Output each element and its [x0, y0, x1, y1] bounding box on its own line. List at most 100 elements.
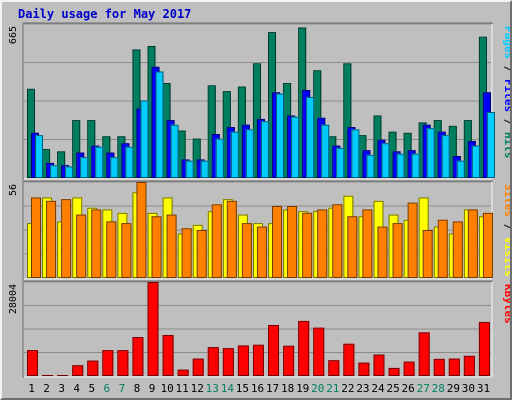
bar-sites-day-8	[136, 182, 147, 278]
bar-kbytes-outline	[252, 344, 264, 376]
xaxis-day-label: 14	[221, 382, 235, 395]
bar-pages-day-5	[95, 146, 104, 178]
xaxis-day-label: 2	[43, 382, 50, 395]
bar-kbytes-outline	[433, 358, 445, 376]
xaxis-day-label: 1	[28, 382, 35, 395]
bar-pages-day-23	[366, 154, 375, 178]
bar-sites-day-17	[272, 206, 283, 278]
bar-pages-day-26	[411, 153, 420, 178]
bar-sites-outline	[437, 219, 448, 278]
bar-kbytes-outline	[358, 362, 370, 376]
bar-kbytes-outline	[343, 343, 355, 376]
bar-sites-outline	[407, 202, 418, 278]
bar-sites-day-11	[181, 228, 192, 278]
bar-sites-day-20	[317, 209, 328, 278]
bar-pages-outline	[381, 143, 390, 178]
bar-kbytes-day-6	[102, 350, 114, 376]
xaxis-day-label: 6	[104, 382, 111, 395]
bar-pages-outline	[110, 157, 119, 179]
bar-pages-day-16	[260, 121, 269, 178]
bar-kbytes-day-8	[132, 337, 144, 376]
bar-kbytes-day-23	[358, 362, 370, 376]
bar-pages-day-29	[456, 160, 465, 178]
bar-sites-outline	[31, 197, 41, 278]
bar-pages-day-27	[426, 128, 435, 178]
bar-pages-outline	[486, 112, 495, 178]
bar-sites-day-30	[467, 209, 478, 278]
bar-sites-day-26	[407, 202, 418, 278]
bar-kbytes-outline	[478, 321, 490, 377]
bar-kbytes-outline	[102, 350, 114, 376]
legend-item-hits: Hits	[502, 132, 510, 159]
bar-kbytes-day-30	[463, 355, 475, 376]
bar-sites-outline	[196, 230, 207, 278]
bar-hits-day-11	[177, 130, 186, 178]
bar-sites-day-19	[302, 212, 313, 278]
bar-hits-day-13	[207, 85, 216, 178]
bar-pages-outline	[441, 135, 450, 179]
bar-pages-day-17	[276, 93, 285, 178]
bar-kbytes-day-26	[403, 361, 415, 376]
bar-kbytes-day-13	[207, 347, 219, 376]
bar-pages-day-11	[185, 160, 194, 178]
bar-pages-day-8	[140, 100, 149, 178]
bar-pages-day-9	[155, 71, 164, 178]
bar-kbytes-outline	[448, 358, 460, 376]
xaxis-day-label: 28	[432, 382, 445, 395]
bar-pages-day-7	[125, 146, 134, 178]
legend-item-visits: Visits	[502, 237, 510, 277]
bar-sites-outline	[287, 206, 298, 278]
bar-sites-day-9	[151, 216, 162, 278]
bar-sites-outline	[482, 212, 493, 279]
bar-kbytes-outline	[283, 345, 295, 377]
xaxis-day-label: 11	[176, 382, 189, 395]
xaxis-day-label: 22	[341, 382, 354, 395]
bar-files-day-3	[61, 165, 70, 178]
bar-kbytes-outline	[268, 324, 280, 377]
bar-kbytes-outline	[207, 347, 219, 376]
chart-title: Daily usage for May 2017	[18, 7, 192, 21]
bar-kbytes-outline	[418, 332, 430, 376]
bar-pages-outline	[276, 93, 285, 178]
xaxis-day-label: 18	[281, 382, 294, 395]
bar-pages-outline	[396, 153, 405, 178]
bar-sites-day-6	[106, 221, 117, 278]
bar-kbytes-outline	[177, 369, 189, 377]
bar-kbytes-outline	[162, 335, 174, 376]
xaxis-day-label: 21	[326, 382, 339, 395]
bar-pages-day-20	[321, 124, 330, 178]
bar-pages-outline	[125, 146, 134, 179]
bar-sites-day-1	[31, 197, 41, 278]
bar-pages-outline	[291, 116, 300, 178]
bar-kbytes-day-7	[117, 350, 129, 376]
bar-pages-outline	[426, 128, 435, 178]
bar-kbytes-day-5	[87, 360, 99, 376]
xaxis-day-label: 7	[119, 382, 126, 395]
xaxis-day-label: 30	[462, 382, 475, 395]
bar-kbytes-day-28	[433, 358, 445, 376]
bar-sites-outline	[241, 223, 252, 278]
bar-sites-outline	[76, 214, 87, 278]
bar-pages-outline	[471, 145, 480, 179]
bar-pages-day-2	[50, 165, 59, 178]
bar-sites-day-21	[332, 204, 343, 278]
panel-kbytes-ytick-label: 28004	[8, 284, 19, 314]
bar-kbytes-outline	[192, 358, 204, 376]
xaxis-day-label: 15	[236, 382, 249, 395]
panel-kbytes-legend-label: KBytes	[502, 284, 510, 324]
bar-kbytes-outline	[222, 348, 234, 377]
legend-item-pages: Pages	[502, 26, 510, 59]
bar-sites-outline	[332, 204, 343, 279]
bar-pages-outline	[95, 146, 104, 179]
bar-pages-day-18	[291, 116, 300, 178]
bar-sites-day-5	[91, 209, 102, 278]
bar-sites-outline	[106, 221, 117, 279]
bar-sites-day-2	[46, 200, 57, 278]
bar-kbytes-day-17	[268, 324, 280, 376]
bar-pages-day-28	[441, 135, 450, 178]
bar-sites-day-25	[392, 223, 403, 278]
legend-item-sites: Sites	[502, 184, 510, 217]
bar-sites-outline	[61, 199, 72, 278]
bar-pages-day-13	[215, 138, 224, 178]
